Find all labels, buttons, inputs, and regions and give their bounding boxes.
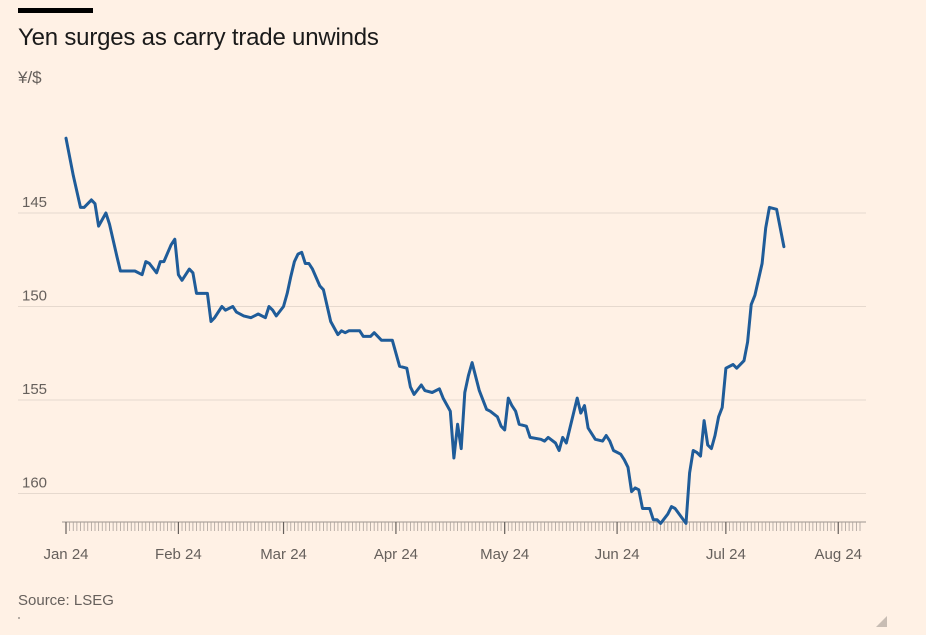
footnote-dot bbox=[18, 617, 20, 619]
y-axis-unit: ¥/$ bbox=[18, 68, 42, 87]
x-tick-label: Feb 24 bbox=[155, 546, 202, 563]
x-tick-label: Mar 24 bbox=[260, 546, 307, 563]
x-tick-label: Jun 24 bbox=[595, 546, 640, 563]
x-tick-label: Jan 24 bbox=[43, 546, 88, 563]
chart-title: Yen surges as carry trade unwinds bbox=[18, 24, 379, 51]
resize-handle-icon[interactable] bbox=[874, 614, 888, 628]
y-tick-label: 160 bbox=[22, 475, 47, 492]
y-tick-label: 145 bbox=[22, 194, 47, 211]
usd-jpy-series-line bbox=[64, 136, 786, 525]
x-tick-label: Apr 24 bbox=[374, 546, 418, 563]
x-tick-label: May 24 bbox=[480, 546, 529, 563]
source-note: Source: LSEG bbox=[18, 592, 114, 609]
y-tick-label: 150 bbox=[22, 288, 47, 305]
y-tick-label: 155 bbox=[22, 381, 47, 398]
x-tick-label: Aug 24 bbox=[814, 546, 862, 563]
x-tick-label: Jul 24 bbox=[706, 546, 746, 563]
title-rule bbox=[18, 8, 93, 13]
